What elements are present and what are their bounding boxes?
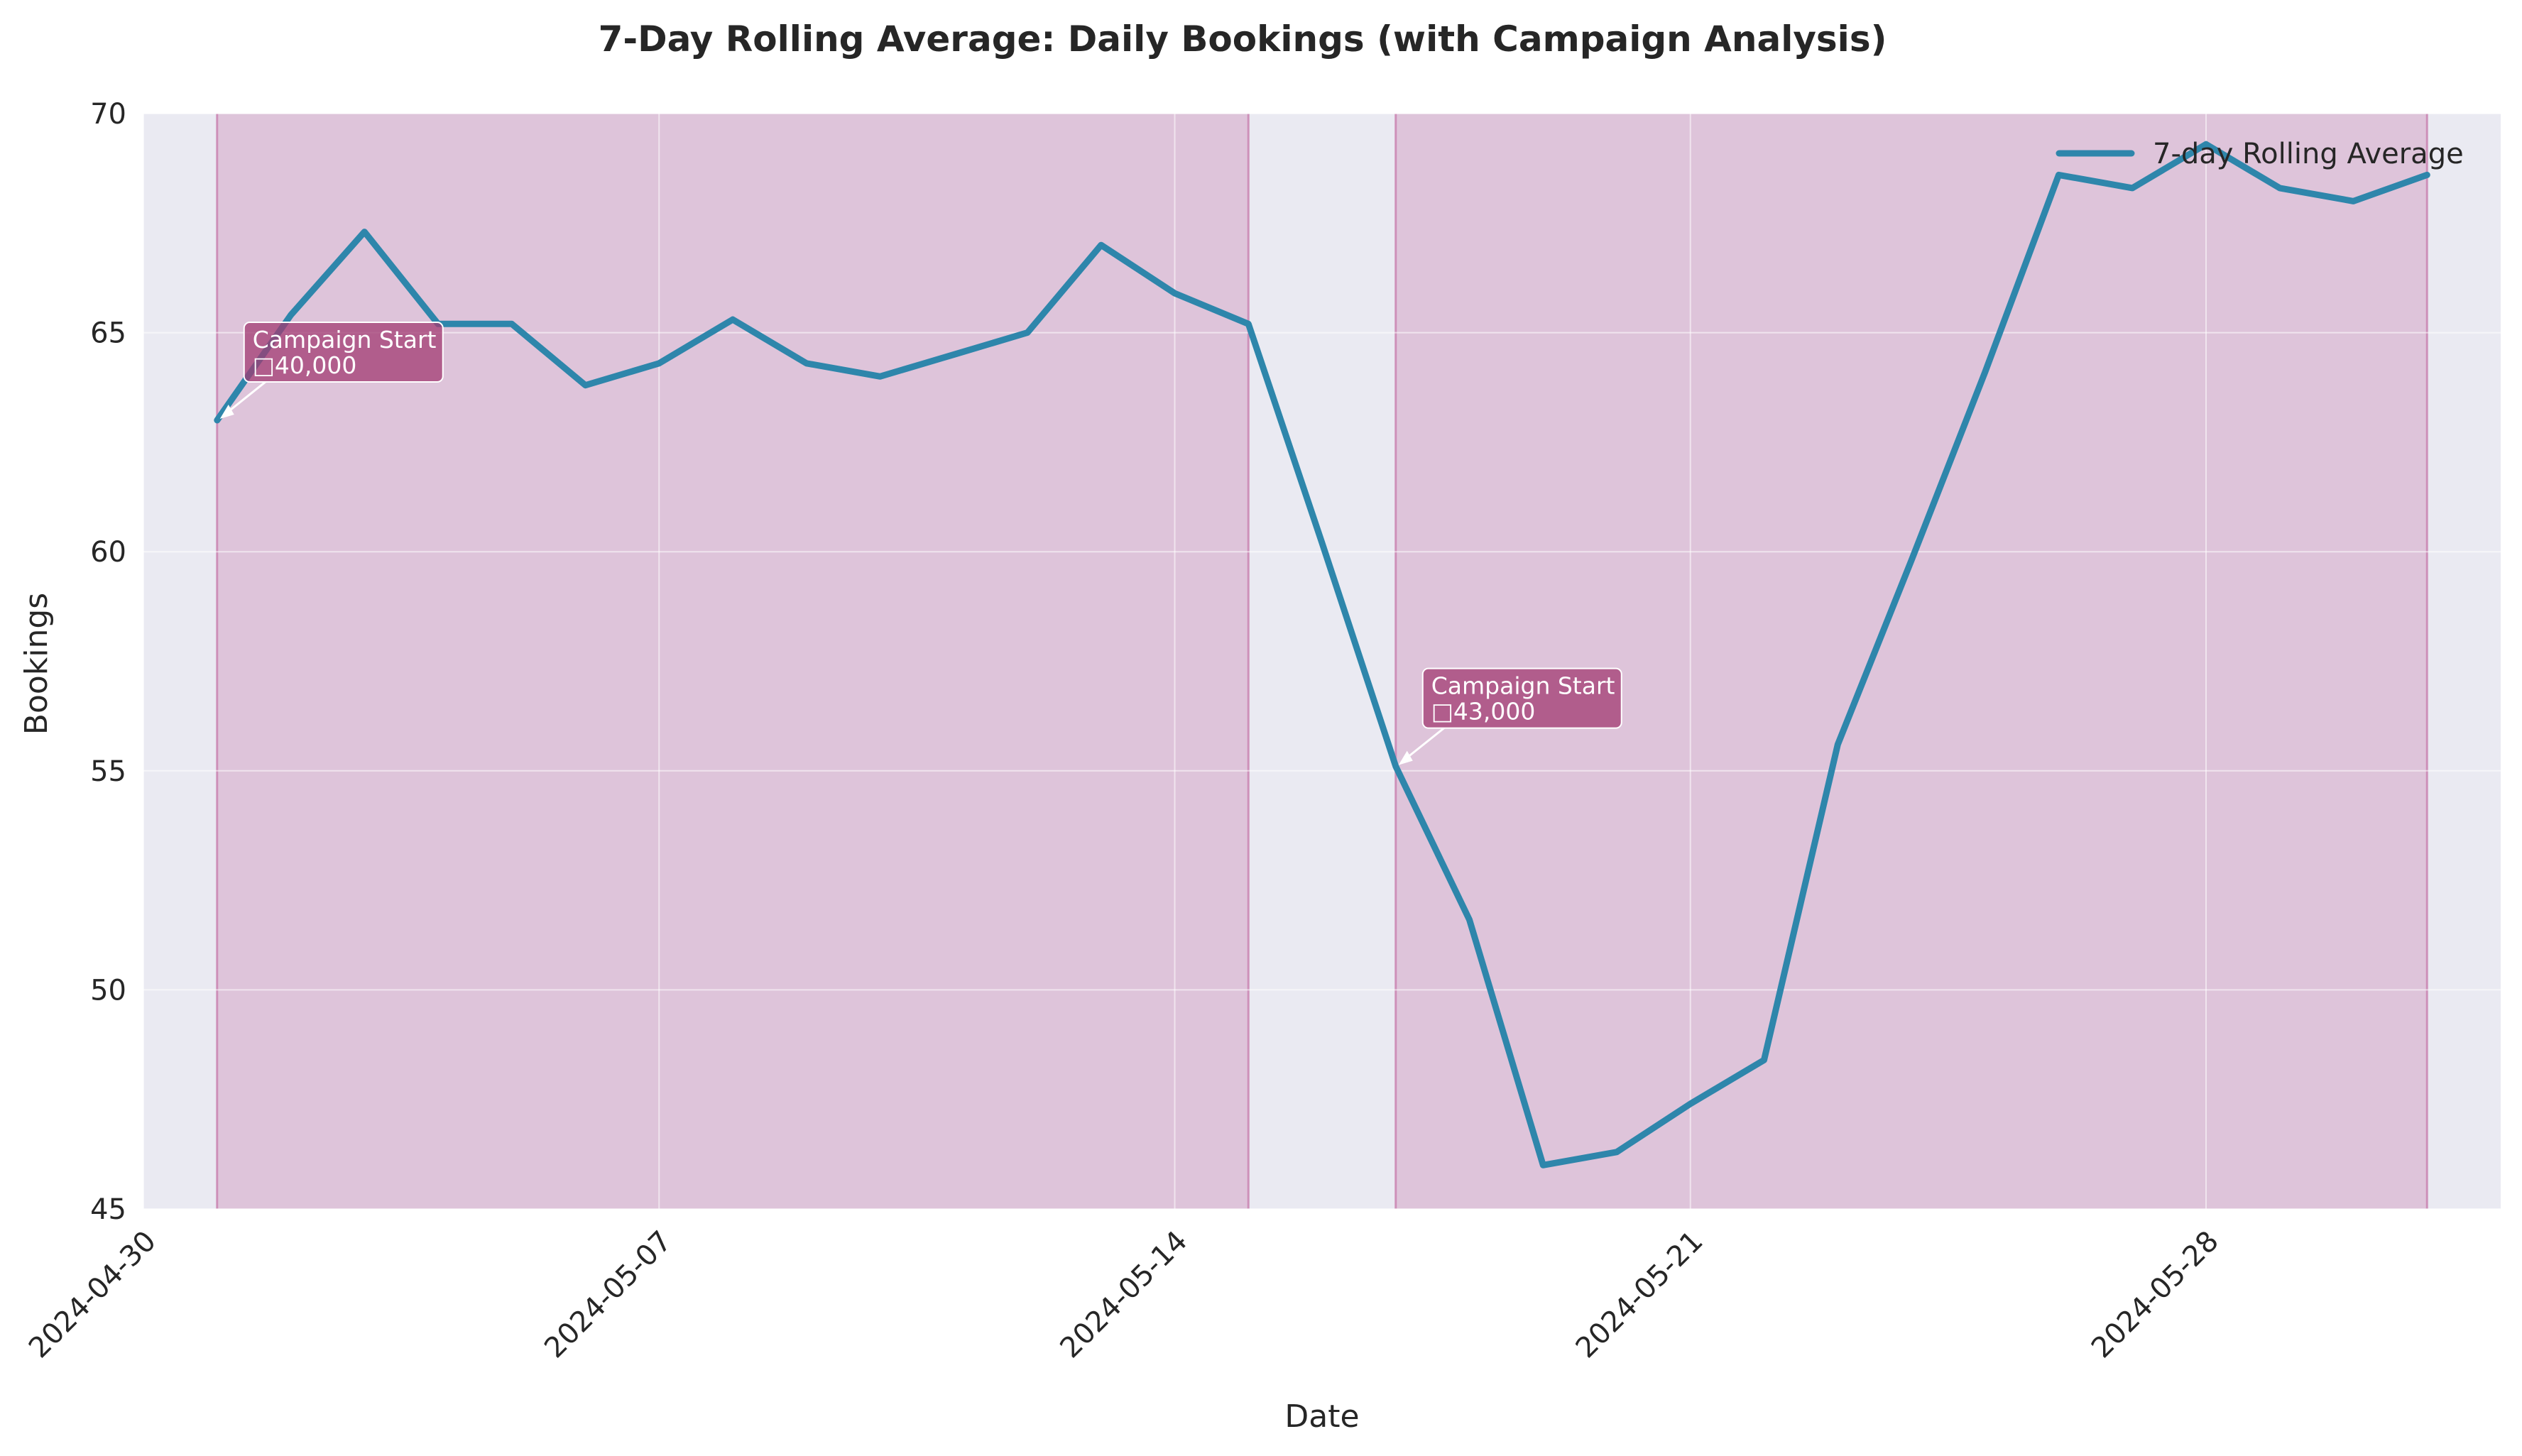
annotation-budget-1: □40,000 — [253, 351, 357, 379]
y-tick-label: 55 — [90, 755, 126, 788]
y-axis-ticks: 45 50 55 60 65 70 — [90, 98, 126, 1226]
plot-area — [143, 114, 2501, 1209]
y-tick-label: 50 — [90, 974, 126, 1007]
y-tick-label: 65 — [90, 317, 126, 350]
x-tick-label: 2024-05-28 — [2085, 1225, 2225, 1364]
legend-label: 7-day Rolling Average — [2153, 138, 2464, 170]
annotation-box-2 — [1421, 667, 1622, 729]
campaign-band-1 — [217, 114, 1249, 1209]
y-tick-label: 45 — [90, 1193, 126, 1226]
campaign-bands — [216, 114, 2428, 1209]
series-line-1 — [214, 141, 2430, 1168]
x-tick-label: 2024-05-21 — [1570, 1225, 1710, 1364]
x-axis-label: Date — [1284, 1398, 1359, 1435]
annotation-box-1 — [243, 322, 444, 383]
legend: 7-day Rolling Average — [2056, 138, 2464, 170]
annotation-budget-2: □43,000 — [1431, 698, 1536, 726]
y-axis-label: Bookings — [18, 593, 55, 735]
y-tick-label: 60 — [90, 536, 126, 569]
y-tick-label: 70 — [90, 98, 126, 131]
series-layer — [214, 141, 2430, 1168]
x-tick-label: 2024-04-30 — [23, 1225, 163, 1364]
x-tick-label: 2024-05-07 — [538, 1225, 678, 1364]
campaign-band-2 — [1395, 114, 2428, 1209]
chart-title: 7-Day Rolling Average: Daily Bookings (w… — [599, 18, 1887, 60]
x-tick-label: 2024-05-14 — [1054, 1225, 1194, 1364]
annotation-arrowhead-1 — [219, 405, 234, 420]
x-axis-ticks: 2024-04-30 2024-05-07 2024-05-14 2024-05-21… — [23, 1225, 2225, 1364]
annotation-label-1: Campaign Start — [253, 326, 437, 354]
annotation-arrowhead-2 — [1398, 750, 1413, 765]
annotation-label-2: Campaign Start — [1431, 672, 1615, 700]
